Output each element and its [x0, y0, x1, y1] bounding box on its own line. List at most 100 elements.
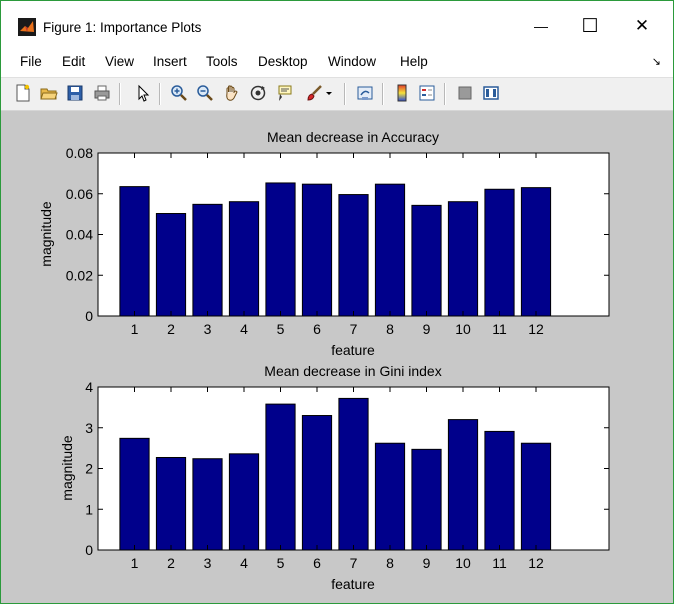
x-tick-label: 12 — [528, 555, 544, 571]
x-tick-label: 7 — [350, 321, 358, 337]
x-ticks: 1 2 3 4 5 6 7 8 9 10 11 12 — [131, 153, 544, 337]
y-axis-label: magnitude — [59, 435, 75, 501]
open-folder-icon — [40, 88, 58, 100]
figure-canvas-area: Mean decrease in Accuracy feature magnit… — [1, 111, 673, 603]
maximize-button[interactable]: ☐ — [567, 9, 613, 43]
chart-title: Mean decrease in Gini index — [264, 363, 441, 379]
bar-10 — [447, 419, 479, 551]
chart-title: Mean decrease in Accuracy — [267, 129, 439, 145]
toolbar-separator — [382, 83, 384, 105]
insert-legend-button[interactable] — [416, 82, 438, 104]
menu-file[interactable]: File — [20, 54, 42, 69]
x-ticks: 1 2 3 4 5 6 7 8 9 10 11 12 — [131, 387, 544, 571]
bar-12 — [520, 187, 552, 317]
bar-1 — [119, 186, 150, 317]
menu-insert[interactable]: Insert — [153, 54, 187, 69]
minimize-button[interactable]: — — [518, 9, 564, 43]
bar-series — [119, 182, 552, 317]
minimize-icon: — — [534, 18, 548, 34]
save-button[interactable] — [64, 82, 86, 104]
x-tick-label: 10 — [455, 555, 471, 571]
menu-window[interactable]: Window — [328, 54, 377, 69]
pointer-arrow-icon — [138, 84, 150, 102]
y-tick-label: 0.06 — [66, 186, 93, 202]
y-tick-label: 4 — [85, 379, 93, 395]
close-icon: ✕ — [634, 16, 650, 35]
y-axis-label: magnitude — [38, 201, 54, 267]
menu-edit[interactable]: Edit — [62, 54, 86, 69]
save-icon — [67, 85, 83, 101]
new-figure-icon — [16, 84, 30, 102]
y-tick-label: 0 — [85, 308, 93, 324]
new-figure-button[interactable] — [12, 82, 34, 104]
y-tick-label: 3 — [85, 420, 93, 436]
brush-icon — [307, 85, 322, 101]
x-tick-label: 3 — [204, 321, 212, 337]
x-tick-label: 10 — [455, 321, 471, 337]
bar-3 — [192, 458, 223, 551]
y-tick-label: 1 — [85, 501, 93, 517]
toolbar-separator — [444, 83, 446, 105]
x-tick-label: 2 — [167, 555, 175, 571]
open-file-button[interactable] — [38, 82, 60, 104]
hide-plot-tools-button[interactable] — [454, 82, 476, 104]
brush-options-button[interactable] — [323, 82, 335, 104]
print-button[interactable] — [91, 82, 113, 104]
bar-6 — [301, 183, 333, 317]
x-tick-label: 4 — [240, 555, 248, 571]
menu-view[interactable]: View — [105, 54, 135, 69]
y-tick-label: 0.02 — [66, 267, 93, 283]
bar-11 — [484, 188, 515, 317]
axes-accuracy[interactable]: Mean decrease in Accuracy feature magnit… — [38, 129, 610, 358]
toolbar-separator — [119, 83, 121, 105]
x-tick-label: 3 — [204, 555, 212, 571]
data-cursor-icon — [278, 85, 292, 101]
x-tick-label: 6 — [313, 321, 321, 337]
y-ticks: 0 0.02 0.04 0.06 0.08 — [66, 145, 609, 324]
edit-plot-button[interactable] — [132, 82, 154, 104]
y-tick-label: 2 — [85, 461, 93, 477]
x-axis-label: feature — [331, 576, 375, 592]
insert-colorbar-button[interactable] — [391, 82, 413, 104]
link-plot-button[interactable] — [354, 82, 376, 104]
zoom-in-icon — [171, 85, 187, 101]
bar-series — [119, 397, 552, 551]
bar-2 — [155, 213, 187, 317]
zoom-out-icon — [197, 85, 213, 101]
show-plot-tools-button[interactable] — [480, 82, 502, 104]
bar-4 — [228, 453, 260, 551]
toolbar-separator — [344, 83, 346, 105]
menu-help[interactable]: Help — [400, 54, 428, 69]
menu-tools[interactable]: Tools — [206, 54, 238, 69]
figure-canvas[interactable]: Mean decrease in Accuracy feature magnit… — [1, 111, 673, 603]
rotate-3d-button[interactable] — [247, 82, 269, 104]
link-plot-icon — [357, 86, 373, 100]
data-cursor-button[interactable] — [274, 82, 296, 104]
y-tick-label: 0.08 — [66, 145, 93, 161]
dock-arrow-icon[interactable]: ↘ — [651, 56, 661, 68]
x-tick-label: 9 — [423, 321, 431, 337]
bar-9 — [411, 448, 442, 551]
x-tick-label: 1 — [131, 555, 139, 571]
toolbar-separator — [159, 83, 161, 105]
x-axis-label: feature — [331, 342, 375, 358]
menu-desktop[interactable]: Desktop — [258, 54, 308, 69]
colorbar-icon — [397, 84, 407, 102]
zoom-in-button[interactable] — [168, 82, 190, 104]
axes-gini[interactable]: Mean decrease in Gini index feature magn… — [59, 363, 610, 592]
matlab-icon — [18, 18, 36, 36]
x-tick-label: 8 — [386, 555, 394, 571]
title-bar[interactable]: Figure 1: Importance Plots — ☐ ✕ — [1, 1, 673, 45]
pan-button[interactable] — [221, 82, 243, 104]
x-tick-label: 5 — [277, 555, 285, 571]
bar-6 — [301, 415, 333, 551]
print-icon — [94, 85, 110, 101]
menu-bar: File Edit View Insert Tools Desktop Wind… — [1, 48, 673, 74]
x-tick-label: 11 — [492, 321, 507, 337]
brush-button[interactable] — [303, 82, 325, 104]
pan-hand-icon — [226, 85, 238, 101]
zoom-out-button[interactable] — [194, 82, 216, 104]
close-button[interactable]: ✕ — [619, 9, 665, 43]
show-plot-tools-icon — [483, 86, 499, 100]
